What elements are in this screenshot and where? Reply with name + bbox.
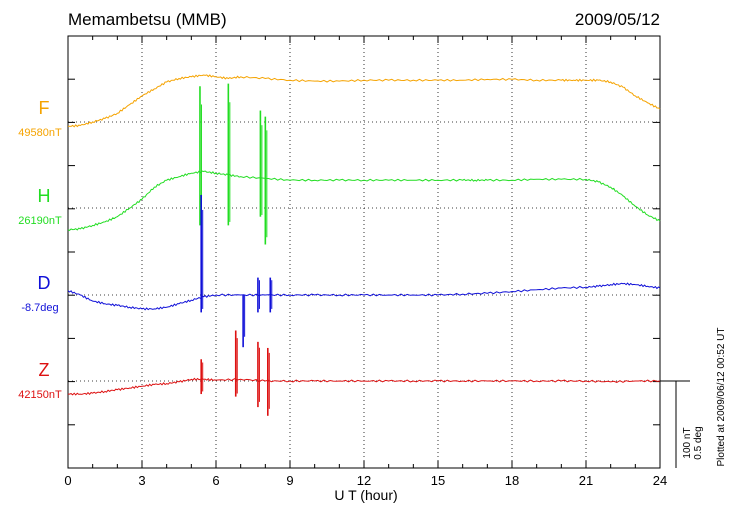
channel-name-F: F [39, 98, 50, 118]
channel-baseline-D: -8.7deg [21, 302, 58, 314]
station-title: Memambetsu (MMB) [68, 10, 227, 29]
grid-lines [68, 36, 660, 468]
scale-deg-label: 0.5 deg [693, 426, 704, 459]
series-line-F [68, 74, 661, 128]
channel-baseline-F: 49580nT [18, 127, 62, 139]
x-tick-label: 24 [653, 473, 667, 488]
x-tick-label: 0 [64, 473, 71, 488]
series-line-D [67, 282, 661, 311]
x-tick-label: 6 [212, 473, 219, 488]
x-tick-label: 15 [431, 473, 445, 488]
scale-nt-label: 100 nT [682, 427, 693, 458]
x-tick-label: 12 [357, 473, 371, 488]
series-line-H [67, 170, 661, 231]
series-group [67, 74, 661, 416]
x-axis-label: U T (hour) [334, 487, 397, 503]
channel-labels: F 49580nT H 26190nT D -8.7deg Z 42150nT [18, 98, 62, 401]
x-tick-label: 9 [286, 473, 293, 488]
plotted-at-label: Plotted at 2009/06/12 00:52 UT [716, 328, 727, 467]
date-label: 2009/05/12 [574, 10, 660, 29]
channel-name-H: H [38, 186, 51, 206]
channel-baseline-H: 26190nT [18, 215, 62, 227]
x-tick-label: 3 [138, 473, 145, 488]
channel-name-D: D [38, 273, 51, 293]
series-line-Z [68, 377, 661, 396]
x-tick-label: 21 [579, 473, 593, 488]
x-tick-label: 18 [505, 473, 519, 488]
channel-name-Z: Z [39, 360, 50, 380]
channel-baseline-Z: 42150nT [18, 389, 62, 401]
axis-ticks: 0 3 6 9 12 15 18 21 24 [64, 35, 667, 488]
